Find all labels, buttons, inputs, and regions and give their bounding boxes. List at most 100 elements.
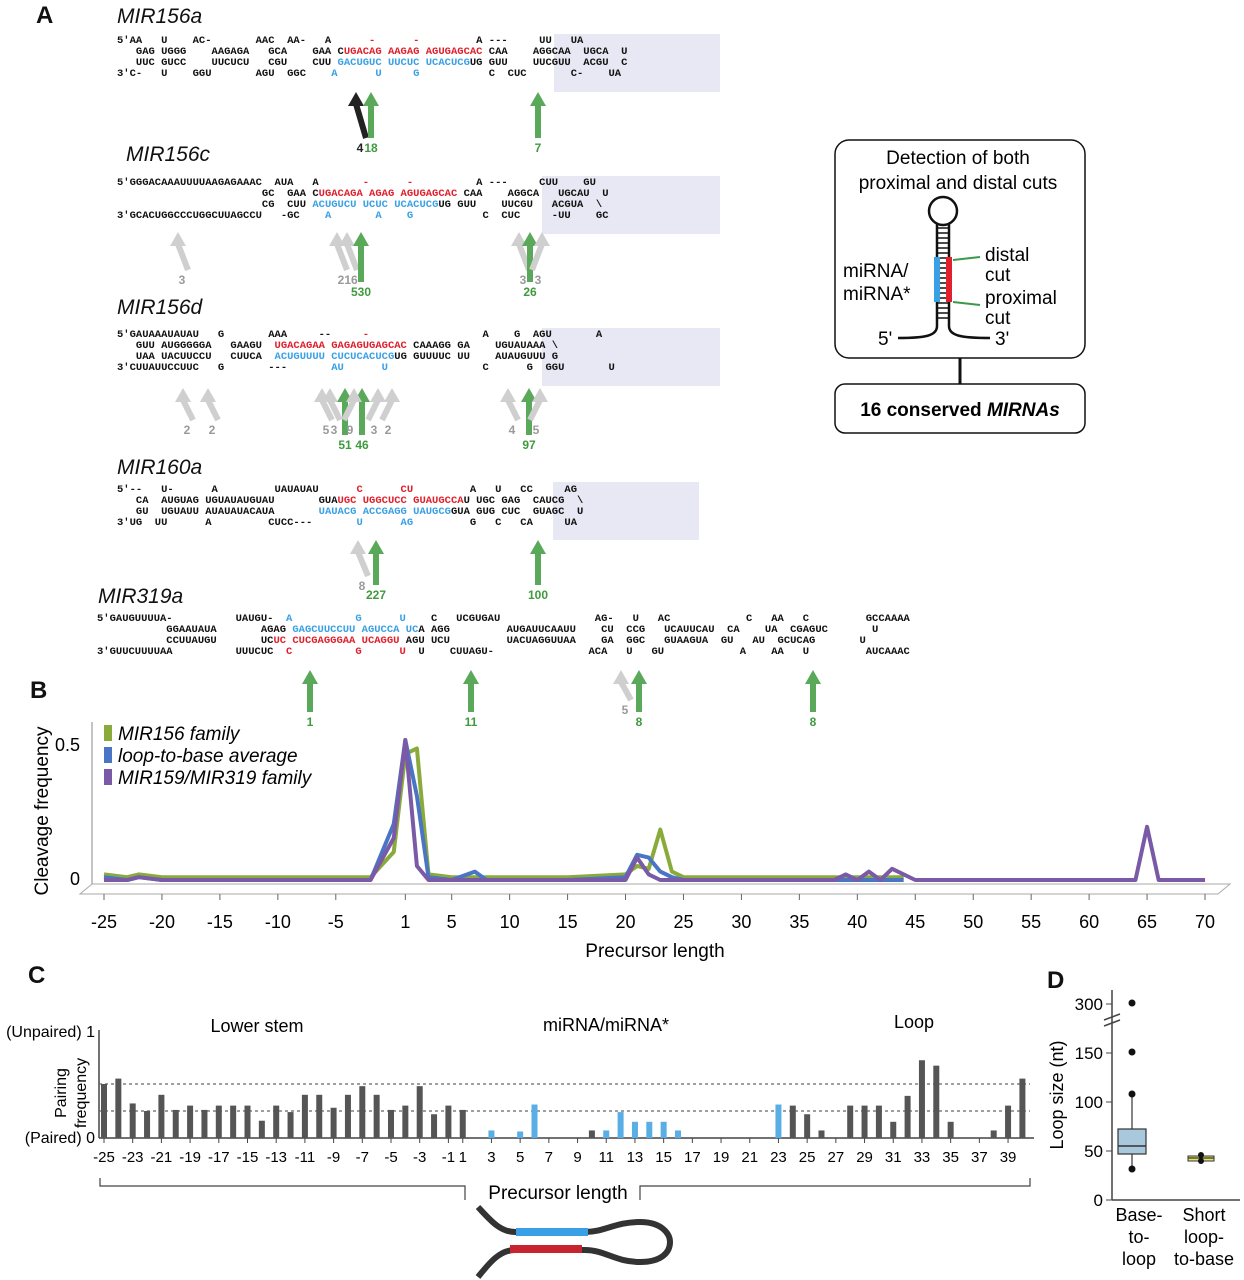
hairpin-5-tail — [897, 325, 939, 340]
mirna-segment: UGACAGAA GAGAGUGAGCAC — [274, 340, 407, 352]
cleavage-count: 8 — [359, 579, 366, 593]
distal-label-line1: distal — [985, 245, 1029, 266]
gene-name: MIR156c — [126, 143, 211, 166]
pairing-bar — [172, 1109, 179, 1138]
mirna-star-segment: UAUACG ACCGAGG UAUGCG — [318, 506, 451, 518]
sequence-line: UAA UACUUCCU CUUCA ACUGUUUU CUCUCACUCGUG… — [117, 351, 558, 363]
proximal-label-line2: cut — [985, 308, 1011, 329]
x-axis-label: Precursor length — [585, 941, 724, 962]
cleavage-count: 3 — [179, 273, 186, 287]
x-tick-label: -17 — [208, 1149, 230, 1166]
x-tick-label: 27 — [828, 1149, 845, 1166]
x-axis-label: Precursor length — [488, 1183, 627, 1204]
gray-cleavage-arrow: 16 — [339, 232, 360, 287]
y-tick-label: 150 — [1075, 1044, 1103, 1063]
x-tick-label: 15 — [558, 912, 578, 932]
cleavage-count: 5 — [533, 423, 540, 437]
sequence-segment: A AGG AUGAUUCAAUU CU CCG UCAUUCAU CA UA … — [418, 624, 879, 636]
y-tick-label: 300 — [1075, 995, 1103, 1014]
x-tick-label: 3 — [487, 1149, 495, 1166]
chart-floor — [78, 883, 1232, 895]
sequence-line: GU UGUAUU AUAUAUACAUA UAUACG ACCGAGG UAU… — [117, 506, 583, 518]
pairing-bar — [388, 1109, 394, 1138]
five-prime-label: 5' — [878, 329, 892, 350]
sequence-segment: 3′GUUCUUUUAA UUUCUC — [97, 646, 287, 658]
sequence-line: CA AUGUAG UGUAUAUGUAU GUAUGC UGGCUCC GUA… — [117, 495, 583, 507]
sequence-segment: GU UGUAUU AUAUAUACAUA — [117, 506, 319, 518]
mirna-star-segment: GAGCUUCCUU AGUCCA UC — [292, 624, 419, 636]
mirna-bar-icon — [516, 1228, 588, 1236]
x-tick-label: -15 — [207, 912, 233, 932]
legend-label: MIR159/MIR319 family — [118, 768, 313, 789]
sequence-segment: U UGC GAG CAUCG \ — [463, 495, 584, 507]
region-label-loop: Loop — [894, 1012, 934, 1032]
sequence-segment: AGU UCU UACUAGGUUAA GA GGC GUAAGUA GU AU… — [399, 635, 866, 647]
pairing-bar — [215, 1105, 222, 1138]
gray-cleavage-arrow: 4 — [500, 388, 521, 437]
x-tick-label: 1 — [459, 1149, 467, 1166]
cleavage-count: 46 — [355, 438, 369, 452]
sequence-segment: CA AUGUAG UGUAUAUGUAU GUA — [117, 495, 338, 507]
mirna-star-segment: GACUGUC UUCUC UCACUCG — [337, 57, 470, 69]
sequence-line: CG CUU ACUGUCU UCUC UCACUCGUG GUU UUCGU … — [117, 199, 602, 211]
cleavage-count: 4 — [509, 423, 516, 437]
pairing-bar — [273, 1105, 280, 1138]
sequence-segment: GUU AUGGGGGA GAAGU — [117, 340, 275, 352]
sequence-block: 5′AA U AC- AAC AA- A - - A --- UU UA GAG… — [117, 36, 627, 80]
distal-cut-line — [952, 256, 981, 261]
sequence-segment: GUA GUG CUC GUAGC U — [450, 506, 584, 518]
three-prime-label: 3' — [995, 329, 1009, 350]
outlier-point — [1128, 999, 1136, 1007]
x-tick-label: -5 — [328, 912, 344, 932]
category-label: loop — [1122, 1249, 1156, 1269]
pairing-bar — [488, 1130, 495, 1138]
green-cleavage-arrow: 8 — [805, 670, 821, 729]
pairing-bar — [603, 1130, 610, 1138]
sequence-line: 5′GAUAAAUAUAU G AAA -- - A G AGU A — [117, 329, 602, 341]
pairing-bar — [359, 1086, 366, 1138]
mirna-label-line1: miRNA/ — [843, 261, 909, 282]
pairing-bar — [588, 1130, 595, 1138]
green-cleavage-arrow: 1 — [302, 670, 318, 729]
pairing-bar — [990, 1130, 997, 1138]
y-tick-label: 0 — [1094, 1191, 1103, 1210]
x-tick-label: 21 — [741, 1149, 758, 1166]
mirna-segment: C CU — [356, 484, 458, 496]
sequence-line: GUU AUGGGGGA GAAGU UGACAGAA GAGAGUGAGCAC… — [117, 340, 558, 352]
sequence-segment: 5′GAUGUUUUA- UAUGU- — [97, 613, 287, 625]
sequence-block: 5′GGGACAAAUUUUAAGAGAAAC AUA A - - A --- … — [117, 178, 609, 222]
pairing-bar — [402, 1105, 409, 1138]
loop-shade — [542, 176, 720, 234]
cleavage-count: 2 — [209, 423, 216, 437]
gray-cleavage-arrow: 5 — [527, 388, 548, 437]
mirna-segment: C G U — [286, 646, 406, 658]
x-tick-label: -7 — [356, 1149, 369, 1166]
pairing-bar — [158, 1094, 165, 1138]
hairpin-loop-icon — [927, 195, 959, 227]
legend-label: MIR156 family — [118, 724, 241, 745]
cleavage-count: 2 — [184, 423, 191, 437]
bars — [101, 1060, 1026, 1138]
sequence-segment: 3′CUUAUUCCUUC G --- — [117, 362, 332, 374]
pairing-bar — [129, 1103, 136, 1138]
y-axis-label: Loop size (nt) — [1047, 1040, 1067, 1149]
sequence-block: 5′GAUAAAUAUAU G AAA -- - A G AGU A GUU A… — [117, 330, 615, 374]
schematic-title-line2: proximal and distal cuts — [859, 173, 1058, 194]
category-label: to-base — [1174, 1249, 1234, 1269]
pairing-bar — [144, 1111, 151, 1138]
gene-name: MIR156d — [117, 296, 203, 319]
sequence-segment: CAAAGG GA UGUAUAAA \ — [406, 340, 559, 352]
pairing-bar — [459, 1109, 466, 1138]
cleavage-count: 97 — [522, 438, 536, 452]
sequence-line: GGAAUAUA AGAG GAGCUUCCUU AGUCCA UCA AGG … — [97, 624, 878, 636]
sequence-block: 5′GAUGUUUUA- UAUGU- A G U C UCGUGAU AG- … — [97, 614, 910, 658]
x-tick-label: 31 — [885, 1149, 902, 1166]
pairing-bar — [1005, 1105, 1012, 1138]
sequence-segment: GC GAA C — [117, 188, 319, 200]
green-cleavage-arrow: 100 — [528, 540, 548, 602]
outlier-point — [1198, 1158, 1204, 1164]
sequence-line: 3′GUUCUUUUAA UUUCUC C G U U CUUAGU- ACA … — [97, 646, 910, 658]
sequence-line: 3′UG UU A CUCC--- U AG G C CA UA — [117, 517, 577, 529]
